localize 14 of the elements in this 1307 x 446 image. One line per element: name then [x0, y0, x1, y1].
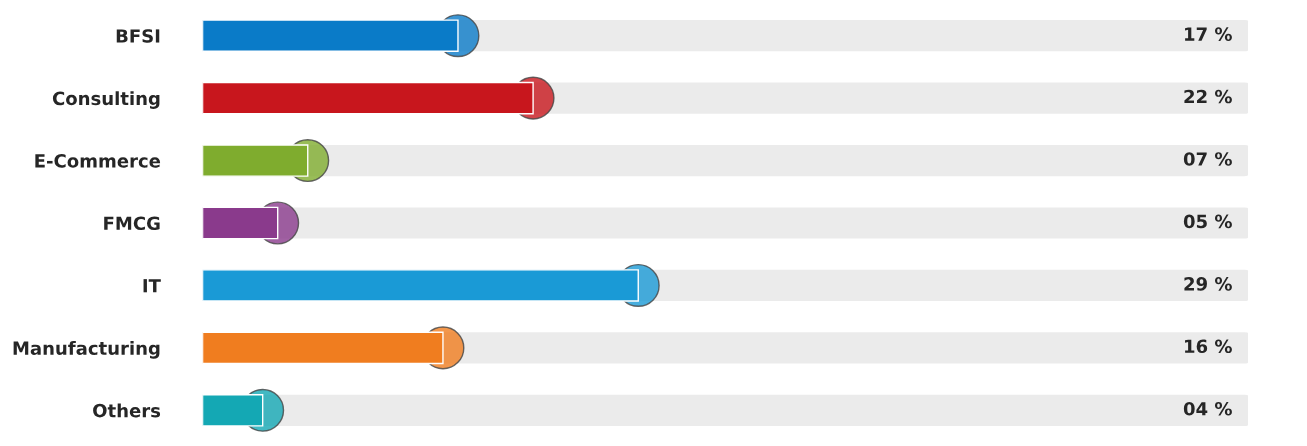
y-tick-label: Manufacturing	[13, 341, 160, 359]
data-label: 16 %	[1185, 339, 1232, 354]
y-tick-label: Consulting	[52, 91, 160, 109]
data-label: 05 %	[1183, 214, 1232, 229]
y-tick-label: E-Commerce	[35, 154, 161, 168]
data-label: 29 %	[1184, 277, 1232, 291]
y-tick-label: IT	[143, 279, 161, 293]
data-label: 17 %	[1185, 27, 1232, 41]
data-label: 04 %	[1183, 401, 1232, 416]
data-label: 07 %	[1183, 152, 1232, 166]
data-label: 22 %	[1184, 89, 1232, 104]
y-tick-label: BFSI	[116, 29, 160, 43]
y-tick-label: FMCG	[104, 216, 160, 231]
y-tick-label: Others	[93, 403, 161, 418]
